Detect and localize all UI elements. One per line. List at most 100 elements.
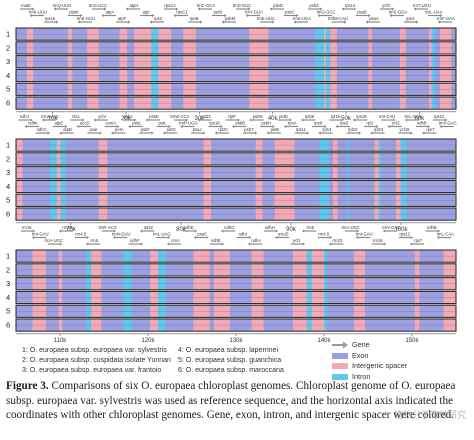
gene-arrow-head: [274, 235, 278, 240]
gene-label: psaB: [357, 10, 367, 15]
gene-label: psaA: [369, 16, 379, 21]
gene-label: petN: [214, 10, 223, 15]
gene-arrow-head: [356, 229, 360, 233]
gene-arrow-head: [389, 13, 392, 18]
gene-label: rpl22: [348, 127, 358, 132]
gene-label: trnA-UGC: [45, 238, 63, 243]
gene-arrow-head: [301, 229, 305, 233]
gene-arrow-head: [341, 7, 344, 11]
gene-arrow-head: [139, 229, 143, 233]
gene-label: rps16: [45, 16, 56, 21]
gene-label: rpl23: [374, 127, 384, 132]
legend-intron-label: Intron: [352, 371, 371, 381]
row-label: 5: [6, 307, 10, 316]
row-label: 3: [6, 57, 10, 66]
gene-label: petG: [167, 127, 176, 132]
gene-label: trnW-CCA: [170, 114, 189, 119]
gene-label: rpoB: [190, 16, 199, 21]
gene-arrow-head: [185, 118, 189, 122]
taxa-legend-item: 4: O. europaea subsp. laperrinei: [178, 347, 279, 354]
gene-arrow-head: [176, 7, 179, 11]
gene-label: trnL-CAA: [405, 114, 422, 119]
gene-label: ycf4: [98, 114, 106, 119]
gene-label: matK: [21, 3, 31, 8]
gene-label: trnL-UAA: [425, 10, 442, 15]
gene-arrow-head: [41, 118, 45, 122]
gene-arrow-head: [203, 131, 206, 135]
gene-arrow-head: [249, 118, 252, 122]
gene-arrow-head: [289, 118, 292, 122]
gene-arrow-head: [248, 235, 252, 240]
gene-arrow-head: [168, 124, 171, 129]
gene-arrow-head: [427, 124, 431, 129]
gene-label: rps12: [434, 114, 445, 119]
gene-label: trnV-GAC: [382, 225, 400, 230]
gene-arrow-head: [47, 131, 50, 135]
gene-arrow-head: [436, 235, 440, 240]
gene-arrow-head: [59, 131, 62, 135]
row-label: 5: [6, 85, 10, 94]
gene-label: rrn16: [373, 238, 383, 243]
gene-arrow-head: [335, 124, 338, 129]
row-label: 6: [6, 321, 10, 330]
gene-arrow-head: [220, 229, 224, 233]
gene-arrow-head: [341, 118, 344, 122]
taxa-legend-item: 3: O. europaea subsp. europaea var. fran…: [22, 367, 162, 374]
gene-arrow-head: [329, 235, 333, 240]
gene-arrow-head: [358, 131, 362, 135]
gene-arrow-head: [99, 131, 102, 135]
gene-arrow-head: [152, 13, 155, 18]
gene-arrow-head: [365, 20, 368, 24]
figure-caption: Figure 3. Comparisons of six O. europaea…: [6, 379, 468, 423]
gene-label: petL: [158, 121, 167, 126]
gene-label: psbK: [69, 10, 79, 15]
gene-arrow-head: [269, 7, 272, 11]
gene-arrow-head: [200, 20, 203, 24]
gene-arrow-head: [306, 131, 310, 135]
gene-arrow-head: [24, 124, 27, 129]
gene-label: atpB: [63, 127, 72, 132]
taxa-legend-item: 5: O. europaea subsp. guanchica: [178, 357, 282, 364]
gene-label: rpoC2: [164, 3, 176, 8]
gene-label: trnF-GAA: [437, 16, 455, 21]
gene-label: rpoC1: [176, 10, 188, 15]
gene-arrow-head: [64, 124, 68, 129]
gene-label: ndhH: [265, 225, 275, 230]
gene-arrow-head: [110, 131, 114, 135]
gene-arrow-head: [248, 7, 251, 11]
gene-label: rps11: [296, 127, 307, 132]
gene-label: ccsA: [171, 238, 180, 243]
gene-arrow-head: [275, 229, 279, 233]
row-label: 2: [6, 265, 10, 274]
gene-label: rps19: [356, 114, 367, 119]
legend-gene: Gene: [332, 340, 407, 351]
gene-label: psbD: [273, 3, 283, 8]
gene-arrow-head: [383, 242, 387, 246]
gene-arrow-head: [134, 118, 137, 122]
gene-arrow-head: [31, 235, 35, 240]
gene-arrow-head: [76, 124, 79, 129]
gene-label: trnT-UGU: [413, 3, 431, 8]
gene-label: trnI-GAU: [32, 232, 49, 237]
exon-swatch: [332, 352, 348, 359]
gene-arrow-head: [173, 13, 176, 18]
gene-label: atpI: [143, 10, 150, 15]
gene-label: rpl14: [322, 127, 332, 132]
gene-arrow-head: [125, 7, 128, 11]
gene-label: rps4: [406, 16, 415, 21]
row-label: 1: [6, 252, 10, 261]
intergenic-swatch: [332, 363, 348, 370]
gene-arrow-head: [293, 20, 296, 24]
caption-text: Comparisons of six O. europaea chloropla…: [6, 380, 456, 422]
gene-label: atpH: [130, 3, 139, 8]
gene-arrow-head: [101, 13, 104, 18]
row-label: 1: [6, 141, 10, 150]
row-label: 5: [6, 196, 10, 205]
gene-label: ndhC: [37, 127, 47, 132]
gene-arrow-head: [29, 13, 32, 18]
kb-tick-label: 150k: [405, 338, 419, 344]
gene-label: rps8: [314, 121, 323, 126]
gene-label: atpF: [118, 16, 127, 21]
gene-arrow-head: [416, 20, 419, 24]
gene-arrow-head: [352, 118, 356, 122]
